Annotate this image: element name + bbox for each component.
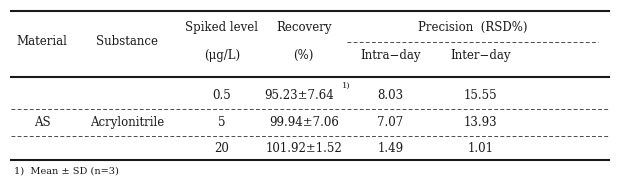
Text: AS: AS	[34, 116, 50, 129]
Text: 1)  Mean ± SD (n=3): 1) Mean ± SD (n=3)	[14, 166, 118, 175]
Text: 101.92±1.52: 101.92±1.52	[265, 142, 342, 155]
Text: Material: Material	[17, 35, 68, 48]
Text: 95.23±7.64: 95.23±7.64	[264, 89, 334, 102]
Text: (%): (%)	[294, 49, 314, 62]
Text: Acrylonitrile: Acrylonitrile	[90, 116, 164, 129]
Text: 13.93: 13.93	[464, 116, 497, 129]
Text: Intra−day: Intra−day	[360, 49, 421, 62]
Text: 1.01: 1.01	[467, 142, 494, 155]
Text: 0.5: 0.5	[213, 89, 231, 102]
Text: 1.49: 1.49	[378, 142, 404, 155]
Text: Inter−day: Inter−day	[450, 49, 511, 62]
Text: (μg/L): (μg/L)	[204, 49, 240, 62]
Text: 20: 20	[215, 142, 229, 155]
Text: Spiked level: Spiked level	[185, 21, 259, 34]
Text: 5: 5	[218, 116, 226, 129]
Text: 99.94±7.06: 99.94±7.06	[269, 116, 339, 129]
Text: Recovery: Recovery	[276, 21, 332, 34]
Text: Precision  (RSD%): Precision (RSD%)	[418, 21, 528, 34]
Text: 7.07: 7.07	[378, 116, 404, 129]
Text: Substance: Substance	[96, 35, 158, 48]
Text: 1): 1)	[342, 82, 350, 90]
Text: 8.03: 8.03	[378, 89, 404, 102]
Text: 15.55: 15.55	[464, 89, 497, 102]
